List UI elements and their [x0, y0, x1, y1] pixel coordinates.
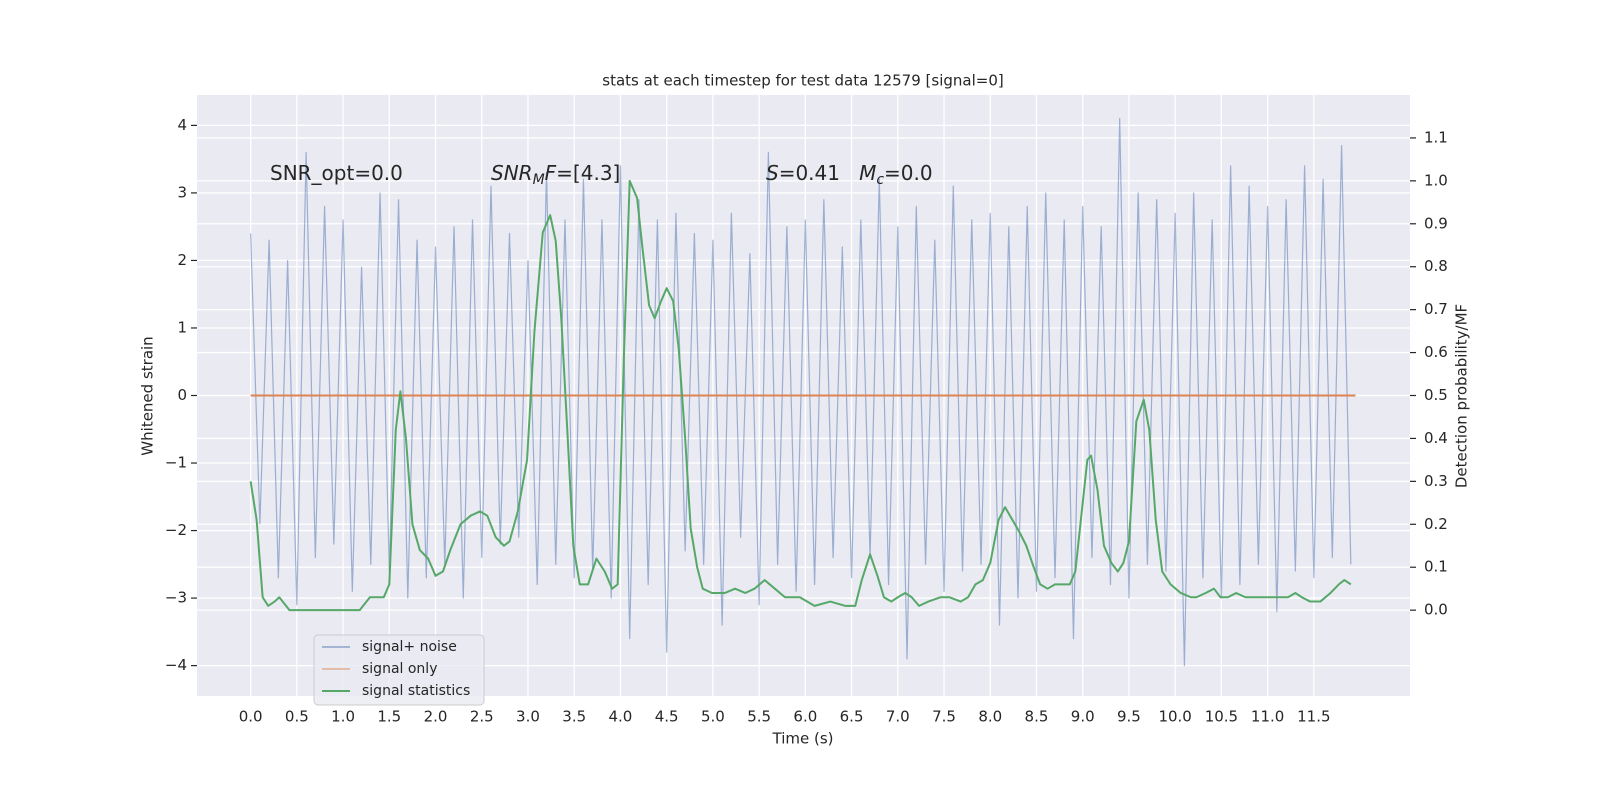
- y2-tick-label: 0.3: [1424, 472, 1448, 490]
- x-tick-label: 4.0: [609, 708, 633, 726]
- annotation: S=0.41 Mc=0.0: [766, 161, 933, 189]
- annotation-part: SNR: [491, 161, 533, 185]
- y2-tick-label: 0.9: [1424, 214, 1448, 232]
- x-tick-label: 7.0: [886, 708, 910, 726]
- x-tick-label: 0.5: [285, 708, 309, 726]
- y2-tick-label: 0.6: [1424, 343, 1448, 361]
- y2-tick-label: 0.2: [1424, 515, 1448, 533]
- y-tick-label: −4: [165, 656, 187, 674]
- x-tick-label: 1.0: [331, 708, 355, 726]
- annotation-part: M: [533, 172, 545, 188]
- x-tick-label: 1.5: [377, 708, 401, 726]
- x-tick-label: 9.0: [1071, 708, 1095, 726]
- y-tick-label: −3: [165, 589, 187, 607]
- y-tick-label: −2: [165, 521, 187, 539]
- annotation-part: =[4.3]: [556, 161, 620, 185]
- x-tick-label: 7.5: [932, 708, 956, 726]
- x-tick-label: 4.5: [655, 708, 679, 726]
- y-tick-label: 1: [177, 318, 187, 336]
- series-line: [249, 179, 1352, 612]
- y2-tick-label: 0.1: [1424, 558, 1448, 576]
- y2-tick-label: 0.7: [1424, 300, 1448, 318]
- x-tick-label: 8.5: [1025, 708, 1049, 726]
- x-tick-label: 0.0: [239, 708, 263, 726]
- y2-tick-label: 0.4: [1424, 429, 1448, 447]
- y2-tick-label: 1.0: [1424, 171, 1448, 189]
- series-line: [250, 118, 1352, 667]
- y2-tick-label: 0.0: [1424, 601, 1448, 619]
- x-tick-label: 8.0: [978, 708, 1002, 726]
- x-tick-label: 11.5: [1297, 708, 1330, 726]
- x-tick-label: 2.5: [470, 708, 494, 726]
- y-tick-label: 4: [177, 116, 187, 134]
- y2-tick-label: 1.1: [1424, 128, 1448, 146]
- y-axis-label: Whitened strain: [139, 336, 157, 455]
- x-tick-label: 10.5: [1205, 708, 1238, 726]
- x-tick-label: 9.5: [1117, 708, 1141, 726]
- annotation-part: M: [859, 161, 876, 185]
- y2-tick-label: 0.5: [1424, 386, 1448, 404]
- x-tick-label: 3.5: [562, 708, 586, 726]
- legend-label: signal+ noise: [362, 639, 457, 655]
- x-axis-label: Time (s): [772, 730, 834, 748]
- chart-title: stats at each timestep for test data 125…: [602, 72, 1003, 90]
- y-tick-label: 3: [177, 183, 187, 201]
- annotation: SNR_opt=0.0: [270, 161, 403, 185]
- legend-label: signal statistics: [362, 683, 470, 699]
- x-tick-label: 2.0: [424, 708, 448, 726]
- y-tick-label: 2: [177, 251, 187, 269]
- annotation-part: F: [545, 161, 557, 185]
- x-tick-label: 6.5: [840, 708, 864, 726]
- x-tick-label: 3.0: [516, 708, 540, 726]
- y2-tick-label: 0.8: [1424, 257, 1448, 275]
- x-tick-label: 5.5: [747, 708, 771, 726]
- y-tick-label: 0: [177, 386, 187, 404]
- annotation-part: =0.41: [779, 161, 859, 185]
- y-tick-label: −1: [165, 454, 187, 472]
- y2-axis-label: Detection probability/MF: [1453, 304, 1471, 488]
- legend: signal+ noise signal only signal statistic…: [313, 634, 485, 706]
- annotation-part: c: [876, 172, 884, 188]
- x-tick-label: 6.0: [793, 708, 817, 726]
- x-tick-label: 10.0: [1158, 708, 1191, 726]
- x-tick-label: 11.0: [1251, 708, 1284, 726]
- legend-box: [313, 634, 485, 706]
- legend-label: signal only: [362, 661, 437, 677]
- x-tick-label: 5.0: [701, 708, 725, 726]
- annotation-part: SNR_opt=0.0: [270, 161, 403, 185]
- annotation-part: =0.0: [884, 161, 933, 185]
- annotation: SNRMF=[4.3]: [491, 161, 620, 189]
- annotation-part: S: [766, 161, 779, 185]
